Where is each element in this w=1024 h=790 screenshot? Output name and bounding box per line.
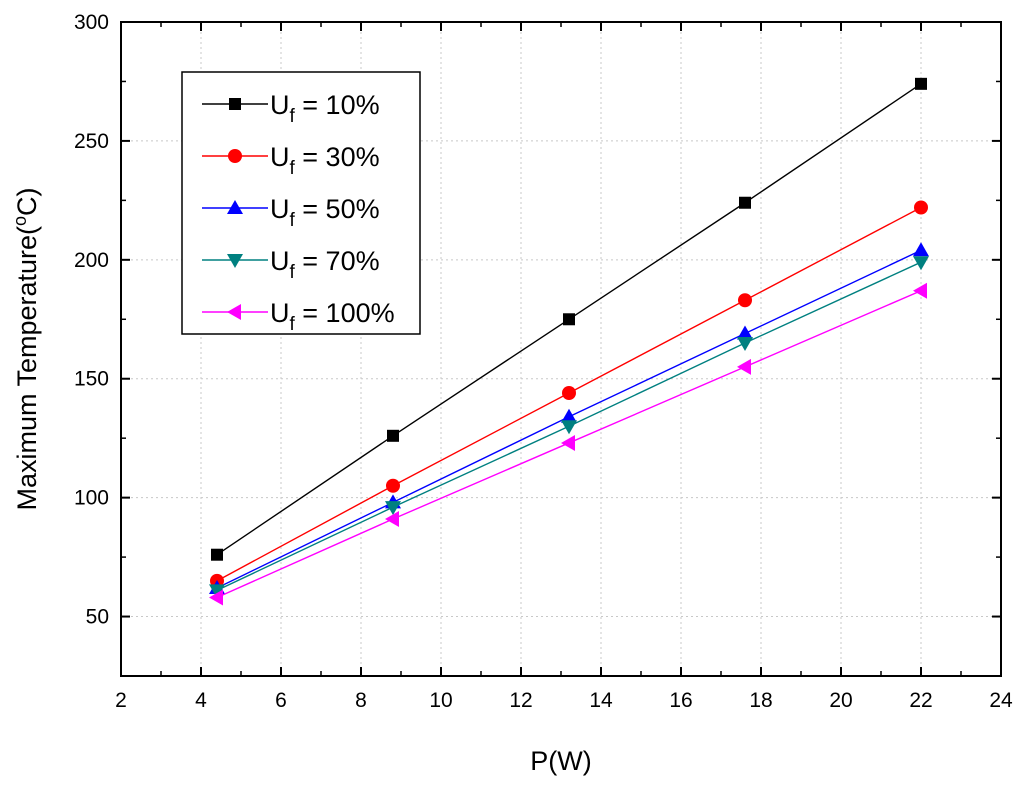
data-point	[561, 408, 577, 423]
data-point	[737, 325, 753, 340]
data-point	[915, 77, 927, 90]
x-tick-label: 6	[275, 689, 287, 712]
data-point	[913, 256, 929, 271]
data-point	[562, 385, 576, 400]
y-tick-label: 300	[74, 11, 109, 34]
y-tick-label: 200	[74, 249, 109, 272]
data-point	[563, 313, 575, 326]
x-tick-label: 24	[989, 689, 1013, 712]
data-point	[561, 434, 575, 451]
data-point	[385, 511, 399, 528]
data-point	[913, 282, 927, 299]
data-point	[211, 548, 223, 561]
legend-marker	[227, 254, 243, 268]
series-4	[209, 256, 929, 599]
legend-marker	[227, 200, 243, 214]
y-axis-title: Maximum Temperature(oC)	[10, 187, 42, 510]
y-tick-label: 150	[74, 368, 109, 391]
y-tick-label: 50	[86, 606, 109, 629]
data-point	[386, 478, 400, 493]
data-point	[737, 358, 751, 375]
x-tick-label: 18	[749, 689, 772, 712]
data-point	[385, 501, 401, 516]
legend-marker	[227, 304, 241, 320]
x-tick-label: 2	[115, 689, 127, 712]
series-layer	[209, 77, 929, 606]
x-tick-label: 16	[669, 689, 692, 712]
data-point	[739, 196, 751, 209]
x-tick-label: 22	[909, 689, 932, 712]
data-point	[737, 337, 753, 352]
legend-box	[181, 71, 421, 335]
x-tick-label: 12	[509, 689, 532, 712]
data-point	[913, 242, 929, 257]
data-point	[209, 589, 223, 606]
data-point	[209, 584, 225, 599]
x-tick-label: 10	[429, 689, 452, 712]
legend-marker	[229, 98, 241, 110]
legend-marker	[228, 149, 242, 163]
y-tick-label: 250	[74, 130, 109, 153]
data-point	[914, 200, 928, 215]
x-tick-label: 4	[195, 689, 207, 712]
x-tick-label: 8	[355, 689, 367, 712]
legend: Uf = 10%Uf = 30%Uf = 50%Uf = 70%Uf = 100…	[181, 71, 421, 335]
series-2	[210, 200, 928, 588]
x-axis-title: P(W)	[530, 746, 591, 776]
data-point	[738, 293, 752, 308]
series-5	[209, 282, 927, 606]
x-tick-label: 14	[589, 689, 613, 712]
data-point	[561, 420, 577, 435]
x-tick-label: 20	[829, 689, 852, 712]
series-1	[211, 77, 927, 561]
data-point	[387, 429, 399, 442]
y-tick-label: 100	[74, 487, 109, 510]
